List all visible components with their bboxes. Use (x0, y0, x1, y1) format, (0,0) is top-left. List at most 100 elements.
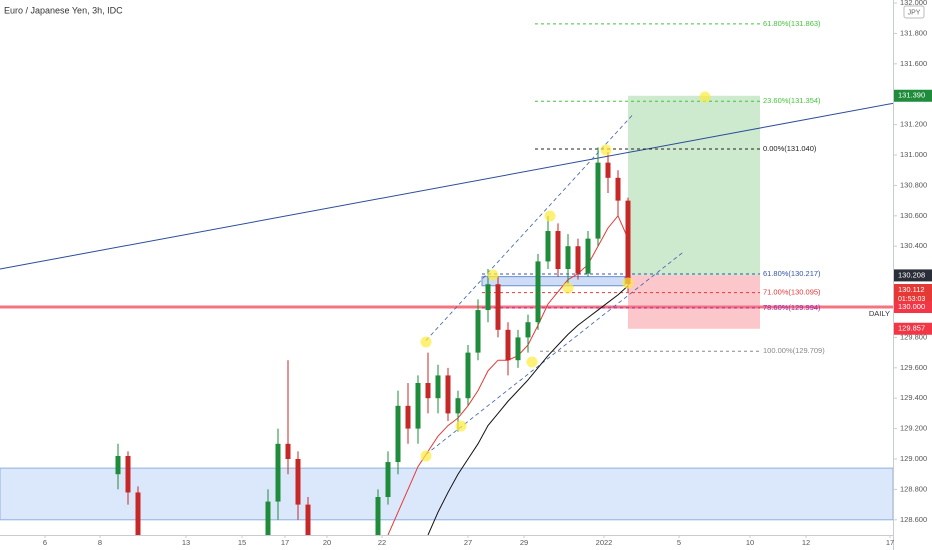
candle-body (125, 455, 131, 493)
x-tick-label: 15 (238, 538, 246, 547)
x-tick-label: 22 (378, 538, 386, 547)
fib-label: 78.60%(129.994) (763, 303, 821, 312)
price-label: 130.208 (898, 270, 925, 279)
candle-body (475, 310, 481, 353)
x-tick-label: 8 (98, 538, 102, 547)
price-label-box (894, 269, 932, 282)
fib-label: 23.60%(131.354) (763, 96, 821, 105)
candle-body (605, 162, 611, 178)
candle-body (295, 459, 301, 505)
zone (0, 467, 893, 521)
target-zone (628, 95, 760, 276)
candle-body (135, 492, 141, 535)
price-label-box (894, 283, 932, 304)
candle-body (495, 284, 501, 330)
candle-body (405, 405, 411, 429)
x-tick-label: 13 (182, 538, 190, 547)
stop-zone (628, 275, 760, 329)
x-tick-label: 12 (802, 538, 810, 547)
marker (622, 277, 634, 289)
candle-body (415, 383, 421, 429)
y-tick-label: 129.600 (900, 363, 927, 372)
fib-label: 61.80%(130.217) (763, 269, 821, 278)
daily-label: DAILY (869, 309, 890, 318)
fib-label: 61.80%(131.863) (763, 19, 821, 28)
plot-area (0, 23, 893, 535)
candle-body (535, 261, 541, 323)
x-tick-label: 10 (746, 538, 754, 547)
price-label: 130.000 (898, 302, 925, 311)
x-tick-label: 29 (520, 538, 528, 547)
candle-body (615, 177, 621, 201)
chart-title: Euro / Japanese Yen, 3h, IDC (4, 5, 123, 15)
y-tick-label: 129.200 (900, 424, 927, 433)
fib-label: 0.00%(131.040) (763, 144, 817, 153)
price-label: 131.390 (898, 91, 925, 100)
y-tick-label: 130.800 (900, 180, 927, 189)
candle-body (425, 383, 431, 399)
price-label-box (894, 301, 932, 314)
y-tick-label: 131.000 (900, 150, 927, 159)
y-tick-label: 131.600 (900, 59, 927, 68)
x-tick-label: 20 (323, 538, 331, 547)
candle-body (575, 246, 581, 274)
y-tick-label: 129.800 (900, 332, 927, 341)
x-tick-label: 5 (677, 538, 681, 547)
marker (420, 450, 432, 462)
y-tick-label: 129.400 (900, 393, 927, 402)
y-tick-label: 129.000 (900, 454, 927, 463)
y-tick-label: 130.400 (900, 241, 927, 250)
fib-label: 71.00%(130.095) (763, 288, 821, 297)
y-tick-label: 131.800 (900, 28, 927, 37)
y-tick-label: 132.000 (900, 0, 927, 7)
x-tick-label: 6 (43, 538, 47, 547)
candle-body (595, 162, 601, 239)
candle-body (445, 375, 451, 414)
marker (526, 356, 538, 368)
y-tick-label: 128.600 (900, 515, 927, 524)
price-label-box (894, 322, 932, 335)
candle-body (395, 405, 401, 463)
marker (420, 336, 432, 348)
price-label: 129.857 (898, 324, 925, 333)
marker (455, 420, 467, 432)
candle-body (285, 443, 291, 460)
candle-body (465, 352, 471, 399)
candle-body (505, 329, 511, 361)
markers (420, 91, 711, 462)
candle-body (565, 246, 571, 270)
candle-body (545, 231, 551, 262)
moving-average (427, 285, 629, 535)
currency-badge (903, 5, 925, 19)
candle-body (435, 375, 441, 399)
marker (600, 144, 612, 156)
zone (481, 276, 626, 287)
marker (544, 210, 556, 222)
candle-body (625, 200, 631, 285)
candle-body (555, 231, 561, 270)
candle-body (515, 337, 521, 361)
price-label: 130.112 (898, 285, 925, 294)
candle-body (305, 504, 311, 535)
candle-body (455, 398, 461, 414)
candle-body (265, 501, 271, 535)
candle-body (115, 455, 121, 475)
y-tick-label: 131.200 (900, 120, 927, 129)
marker (487, 269, 499, 281)
candle-body (275, 443, 281, 502)
x-tick-label: 27 (464, 538, 472, 547)
x-tick-label: 17 (281, 538, 289, 547)
x-tick-label: 17 (886, 538, 894, 547)
candle-body (585, 238, 591, 274)
trendline (425, 251, 684, 455)
x-tick-label: 2022 (596, 538, 613, 547)
y-tick-label: 130.600 (900, 211, 927, 220)
marker (562, 282, 574, 294)
countdown: 01:53:03 (898, 296, 925, 303)
price-label-box (894, 89, 932, 102)
candle-body (485, 284, 491, 311)
candle-body (385, 462, 391, 498)
candle-body (525, 322, 531, 338)
